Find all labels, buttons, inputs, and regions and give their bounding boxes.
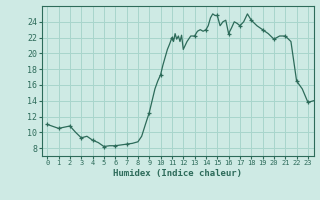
X-axis label: Humidex (Indice chaleur): Humidex (Indice chaleur) — [113, 169, 242, 178]
